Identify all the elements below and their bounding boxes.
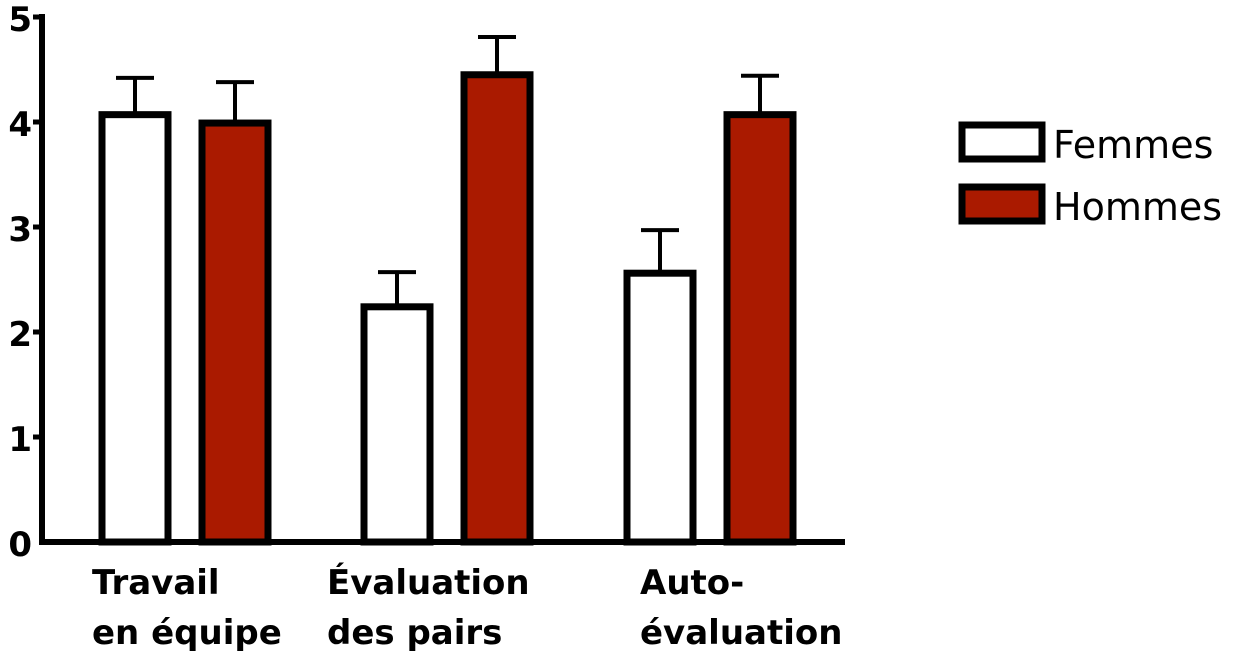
bars-layer <box>98 34 797 546</box>
y-tick-label-3: 3 <box>8 210 32 250</box>
legend: Femmes Hommes <box>958 121 1222 229</box>
y-tick-label-5: 5 <box>8 0 32 40</box>
category-label-1-line-0: Évaluation <box>327 562 530 603</box>
category-label-1-line-1: des pairs <box>327 613 502 652</box>
y-tick-label-0: 0 <box>8 525 32 565</box>
y-tick-label-2: 2 <box>8 315 32 355</box>
bar-hommes-0 <box>198 119 272 546</box>
bar-femmes-0 <box>98 111 172 546</box>
bar-femmes-2 <box>623 269 697 546</box>
legend-label-femmes: Femmes <box>1053 123 1213 167</box>
legend-label-hommes: Hommes <box>1053 185 1222 229</box>
legend-swatch-femmes <box>958 121 1046 163</box>
category-label-2-line-0: Auto- <box>640 563 744 603</box>
y-tick-label-1: 1 <box>8 420 32 460</box>
category-label-2-line-1: évaluation <box>640 613 842 652</box>
y-tick-label-4: 4 <box>8 105 32 145</box>
axes-layer: 0 1 2 3 4 5 Travail en équipe Évaluation des pair… <box>8 0 845 652</box>
bar-hommes-1 <box>460 71 534 546</box>
bar-femmes-1 <box>360 303 434 546</box>
bar-hommes-2 <box>723 111 797 546</box>
legend-swatch-hommes <box>958 183 1046 225</box>
category-label-0-line-1: en équipe <box>92 613 282 652</box>
category-label-0-line-0: Travail <box>92 563 220 603</box>
